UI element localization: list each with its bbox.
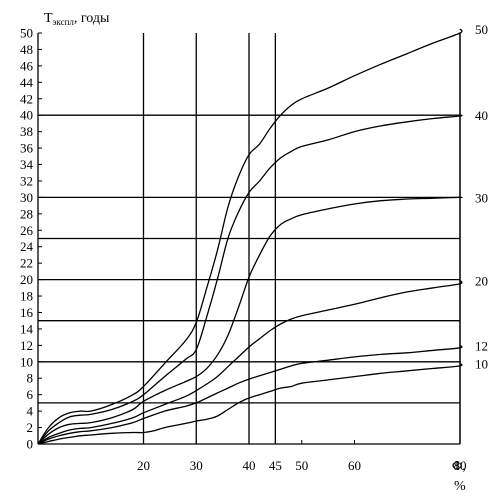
series-line-40 (37, 114, 463, 445)
x-axis-unit: % (454, 479, 466, 494)
y-tick-label: 34 (20, 157, 34, 172)
y-tick-label: 2 (27, 420, 34, 435)
x-tick-label: 30 (190, 458, 203, 473)
series-label-30: 30 (475, 190, 488, 205)
series-line-10 (37, 362, 463, 445)
series-label-10: 10 (475, 356, 488, 371)
series-label-50: 50 (475, 22, 488, 37)
y-tick-label: 42 (20, 91, 33, 106)
series-line-50 (37, 28, 463, 445)
y-tick-label: 0 (27, 437, 34, 452)
y-tick-label: 38 (20, 124, 33, 139)
grid-lines (38, 33, 461, 444)
series-label-40: 40 (475, 108, 488, 123)
y-tick-label: 26 (20, 223, 34, 238)
series-line-30 (37, 196, 463, 445)
y-tick-label: 16 (20, 305, 34, 320)
x-tick-label: 45 (269, 458, 282, 473)
y-tick-label: 36 (20, 141, 34, 156)
y-tick-label: 14 (20, 321, 34, 336)
series-line-12 (37, 344, 463, 445)
y-tick-label: 12 (20, 338, 33, 353)
x-tick-label: 40 (243, 458, 256, 473)
x-tick-label: 80 (454, 458, 467, 473)
y-axis-title: Tэкспл, годы (44, 11, 110, 27)
y-tick-label: 46 (20, 58, 34, 73)
x-tick-label: 50 (295, 458, 308, 473)
y-tick-label: 24 (20, 239, 34, 254)
y-tick-label: 10 (20, 354, 33, 369)
y-tick-label: 44 (20, 75, 34, 90)
series-label-12: 12 (475, 338, 488, 353)
y-tick-label: 20 (20, 272, 33, 287)
y-tick-label: 32 (20, 173, 33, 188)
y-tick-label: 22 (20, 256, 33, 271)
y-tick-label: 50 (20, 26, 33, 41)
x-tick-label: 60 (348, 458, 361, 473)
y-tick-label: 18 (20, 289, 33, 304)
y-tick-label: 8 (27, 371, 34, 386)
x-tick-label: 20 (137, 458, 150, 473)
series-lines (37, 28, 463, 445)
x-axis-title: Φ, (452, 459, 466, 474)
y-tick-label: 28 (20, 206, 33, 221)
series-label-20: 20 (475, 273, 488, 288)
y-tick-label: 40 (20, 108, 33, 123)
series-line-20 (37, 280, 463, 445)
tick-labels: 0246810121416182022242628303234363840424… (20, 26, 467, 474)
series-labels: 50 40 30 20 12 10 (475, 22, 488, 372)
y-tick-label: 6 (27, 387, 34, 402)
y-tick-label: 30 (20, 190, 33, 205)
y-tick-label: 48 (20, 42, 33, 57)
y-tick-label: 4 (27, 404, 34, 419)
